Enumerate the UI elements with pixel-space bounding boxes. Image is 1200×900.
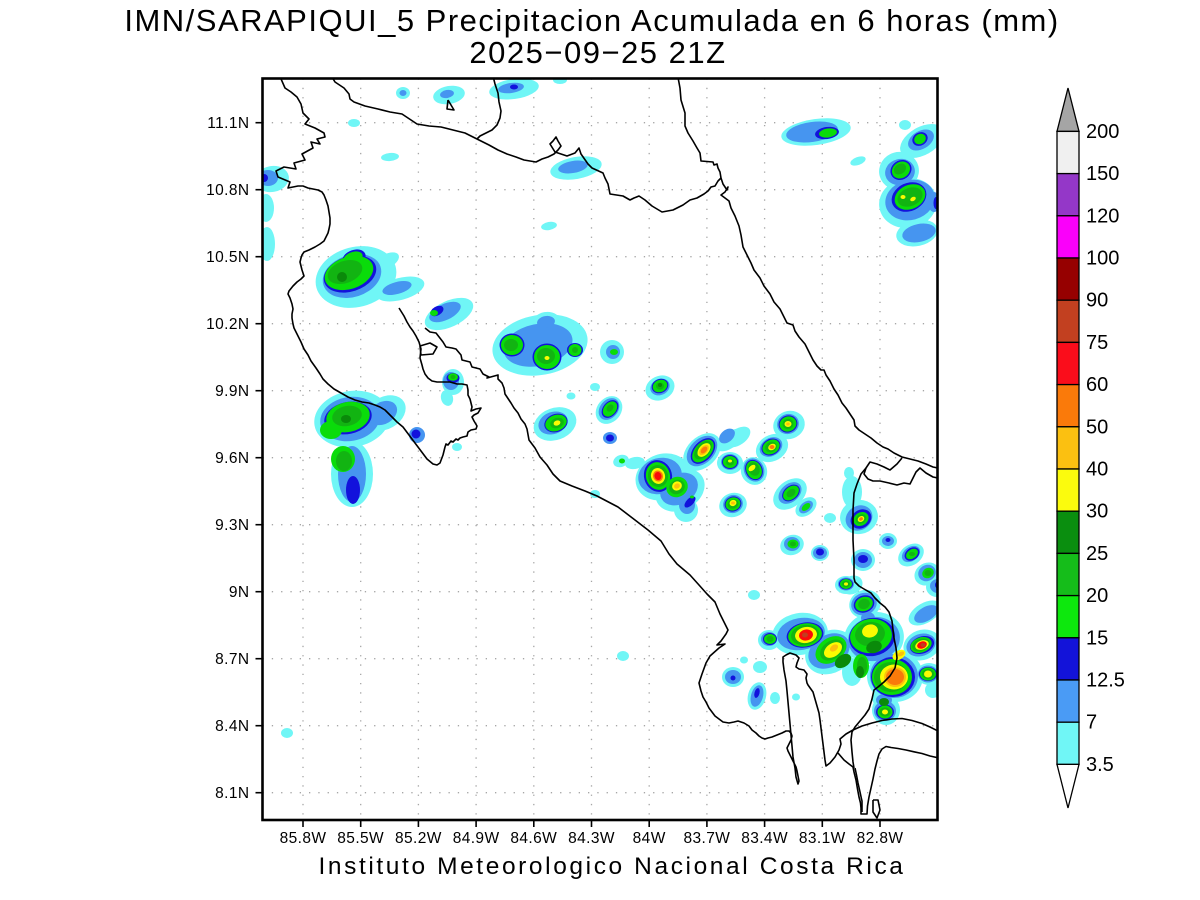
svg-text:7: 7 <box>1086 712 1097 734</box>
svg-text:11.1N: 11.1N <box>207 115 249 132</box>
svg-text:83.4W: 83.4W <box>741 830 788 847</box>
svg-text:20: 20 <box>1086 585 1108 607</box>
svg-text:40: 40 <box>1086 459 1108 481</box>
svg-text:82.8W: 82.8W <box>857 830 904 847</box>
svg-text:9.3N: 9.3N <box>215 517 249 534</box>
svg-text:15: 15 <box>1086 627 1108 649</box>
svg-text:8.1N: 8.1N <box>215 785 249 802</box>
svg-text:84.6W: 84.6W <box>510 830 557 847</box>
svg-text:9.6N: 9.6N <box>215 450 249 467</box>
svg-text:Instituto Meteorologico Nacion: Instituto Meteorologico Nacional Costa R… <box>318 853 905 880</box>
svg-text:50: 50 <box>1086 416 1108 438</box>
svg-text:84.9W: 84.9W <box>453 830 500 847</box>
svg-text:2025−09−25 21Z: 2025−09−25 21Z <box>469 35 726 70</box>
svg-text:200: 200 <box>1086 121 1119 143</box>
svg-text:150: 150 <box>1086 163 1119 185</box>
svg-text:120: 120 <box>1086 205 1119 227</box>
svg-text:84.3W: 84.3W <box>568 830 615 847</box>
svg-text:9N: 9N <box>229 584 250 601</box>
svg-text:12.5: 12.5 <box>1086 670 1125 692</box>
svg-text:85.5W: 85.5W <box>337 830 384 847</box>
svg-text:60: 60 <box>1086 374 1108 396</box>
svg-text:90: 90 <box>1086 290 1108 312</box>
svg-text:75: 75 <box>1086 332 1108 354</box>
svg-text:10.5N: 10.5N <box>206 249 249 266</box>
svg-text:8.4N: 8.4N <box>215 718 249 735</box>
svg-text:85.2W: 85.2W <box>395 830 442 847</box>
svg-text:100: 100 <box>1086 248 1119 270</box>
svg-text:10.2N: 10.2N <box>206 316 249 333</box>
svg-text:9.9N: 9.9N <box>215 383 249 400</box>
svg-text:85.8W: 85.8W <box>280 830 327 847</box>
svg-text:10.8N: 10.8N <box>206 182 249 199</box>
svg-text:83.1W: 83.1W <box>799 830 846 847</box>
svg-text:3.5: 3.5 <box>1086 754 1114 776</box>
svg-text:IMN/SARAPIQUI_5 Precipitacion: IMN/SARAPIQUI_5 Precipitacion Acumulada … <box>124 3 1059 38</box>
svg-text:8.7N: 8.7N <box>215 651 249 668</box>
svg-text:25: 25 <box>1086 543 1108 565</box>
svg-text:84W: 84W <box>633 830 666 847</box>
svg-text:83.7W: 83.7W <box>683 830 730 847</box>
svg-text:30: 30 <box>1086 501 1108 523</box>
